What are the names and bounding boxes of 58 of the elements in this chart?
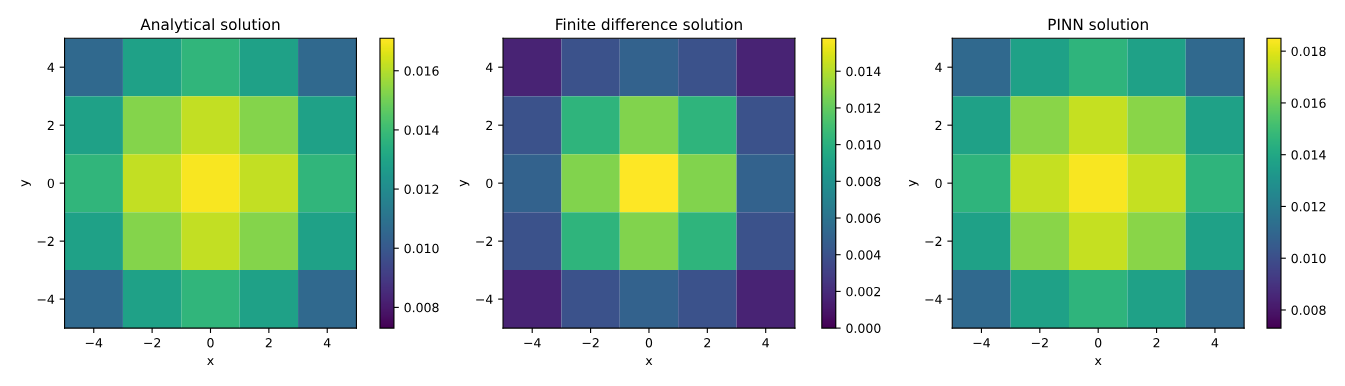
color-bar-label: 0.006 (846, 213, 881, 223)
y-tick-label: 2 (935, 120, 942, 130)
x-tick-label: 0 (1095, 338, 1102, 348)
color-bar-label: 0.014 (846, 66, 881, 77)
color-bar-label: 0.016 (404, 66, 439, 76)
color-bar-label: 0.016 (1291, 98, 1326, 108)
x-tick-label: −2 (582, 338, 599, 348)
y-tick-label: −4 (476, 294, 493, 304)
y-axis-title: y (21, 179, 31, 187)
chart-title: Finite difference solution (556, 18, 742, 31)
y-tick-label: 0 (486, 178, 493, 189)
x-tick-label: 2 (704, 338, 711, 348)
y-tick-label: 4 (47, 62, 55, 72)
color-bar-label: 0.004 (846, 250, 881, 260)
y-tick-label: −2 (37, 236, 54, 246)
y-tick-label: −4 (925, 294, 942, 304)
color-bar-label: 0.002 (846, 286, 881, 297)
y-tick-label: 4 (935, 62, 942, 72)
x-tick-label: 4 (762, 338, 769, 348)
y-axis-title: y (459, 179, 470, 187)
chart-title: PINN solution (1048, 18, 1148, 31)
y-tick-label: −2 (925, 236, 942, 246)
color-bar-label: 0.008 (404, 302, 439, 313)
x-tick-label: −4 (973, 338, 990, 348)
y-tick-label: 0 (935, 178, 942, 189)
x-axis-title: x (207, 358, 214, 365)
color-bar-label: 0.010 (846, 140, 881, 150)
x-tick-label: −4 (85, 338, 103, 348)
color-bar-label: 0.000 (846, 323, 881, 334)
x-tick-label: 4 (323, 338, 331, 348)
x-tick-label: −2 (1031, 338, 1048, 348)
x-tick-label: 2 (1153, 338, 1160, 348)
y-tick-label: 4 (485, 62, 493, 72)
y-tick-label: 2 (486, 120, 493, 130)
y-axis-title: y (909, 179, 919, 187)
color-bar-label: 0.018 (1291, 46, 1326, 57)
color-bar-label: 0.010 (1291, 253, 1326, 264)
color-bar-label: 0.012 (846, 103, 881, 113)
chart-title: Analytical solution (140, 18, 280, 34)
x-tick-label: 2 (265, 338, 272, 348)
y-tick-label: −4 (37, 294, 55, 304)
x-tick-label: −2 (144, 338, 161, 348)
y-tick-label: −2 (476, 236, 493, 246)
x-tick-label: 4 (1211, 338, 1219, 348)
color-bar-label: 0.012 (404, 184, 439, 194)
color-bar-label: 0.014 (1291, 150, 1326, 160)
x-tick-label: −4 (524, 338, 541, 348)
color-bar-label: 0.008 (1291, 305, 1326, 315)
color-bar-label: 0.008 (846, 176, 881, 187)
x-tick-label: 0 (645, 338, 653, 348)
x-tick-label: 0 (207, 338, 214, 348)
color-bar-label: 0.010 (404, 243, 439, 254)
color-bar-label: 0.012 (1291, 201, 1326, 212)
y-tick-label: 0 (47, 178, 55, 189)
x-axis-title: x (645, 358, 653, 365)
color-bar-label: 0.014 (404, 125, 439, 135)
x-axis-title: x (1094, 358, 1102, 365)
y-tick-label: 2 (47, 120, 54, 130)
